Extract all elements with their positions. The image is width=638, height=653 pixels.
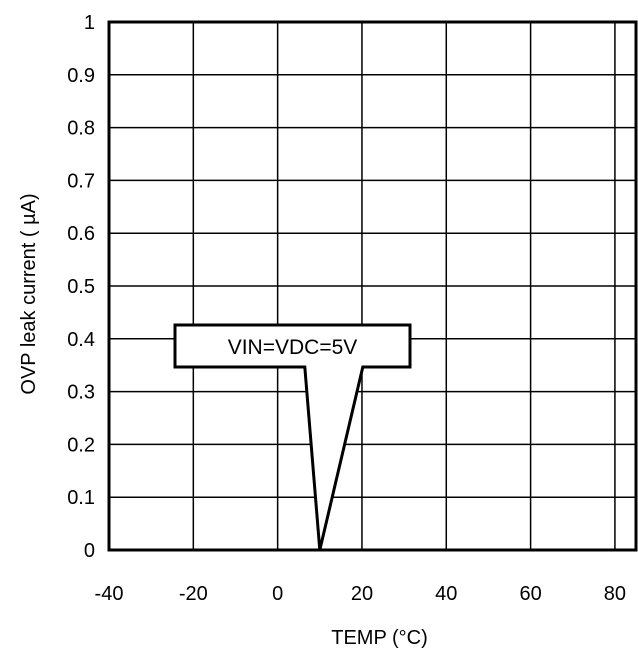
y-tick-label: 0.7 bbox=[67, 170, 95, 192]
y-tick-label: 0.9 bbox=[67, 65, 95, 87]
y-tick-label: 0.1 bbox=[67, 487, 95, 509]
y-tick-label: 0.8 bbox=[67, 118, 95, 140]
x-tick-label: 0 bbox=[272, 583, 283, 605]
y-axis-label: OVP leak current ( µA) bbox=[18, 193, 40, 394]
y-tick-label: 1 bbox=[84, 12, 95, 34]
y-tick-labels: 0 0.1 0.2 0.3 0.4 0.5 0.6 0.7 0.8 0.9 1 bbox=[67, 12, 95, 562]
y-tick-label: 0.5 bbox=[67, 276, 95, 298]
x-tick-label: -20 bbox=[179, 583, 208, 605]
x-tick-label: 20 bbox=[351, 583, 373, 605]
annotation-callout: VIN=VDC=5V bbox=[173, 323, 412, 551]
x-axis-label: TEMP (°C) bbox=[331, 627, 428, 649]
y-tick-label: 0.4 bbox=[67, 329, 95, 351]
x-tick-label: 40 bbox=[435, 583, 457, 605]
plot-frame bbox=[107, 20, 638, 552]
x-tick-label: 60 bbox=[519, 583, 541, 605]
x-tick-label: 80 bbox=[604, 583, 626, 605]
callout-box bbox=[173, 323, 412, 551]
callout-label: VIN=VDC=5V bbox=[228, 336, 358, 359]
y-tick-label: 0 bbox=[84, 540, 95, 562]
y-tick-label: 0.2 bbox=[67, 434, 95, 456]
x-tick-labels: -40 -20 0 20 40 60 80 bbox=[95, 583, 626, 605]
y-tick-label: 0.6 bbox=[67, 223, 95, 245]
grid-lines bbox=[109, 22, 636, 550]
x-tick-label: -40 bbox=[95, 583, 124, 605]
y-tick-label: 0.3 bbox=[67, 382, 95, 404]
